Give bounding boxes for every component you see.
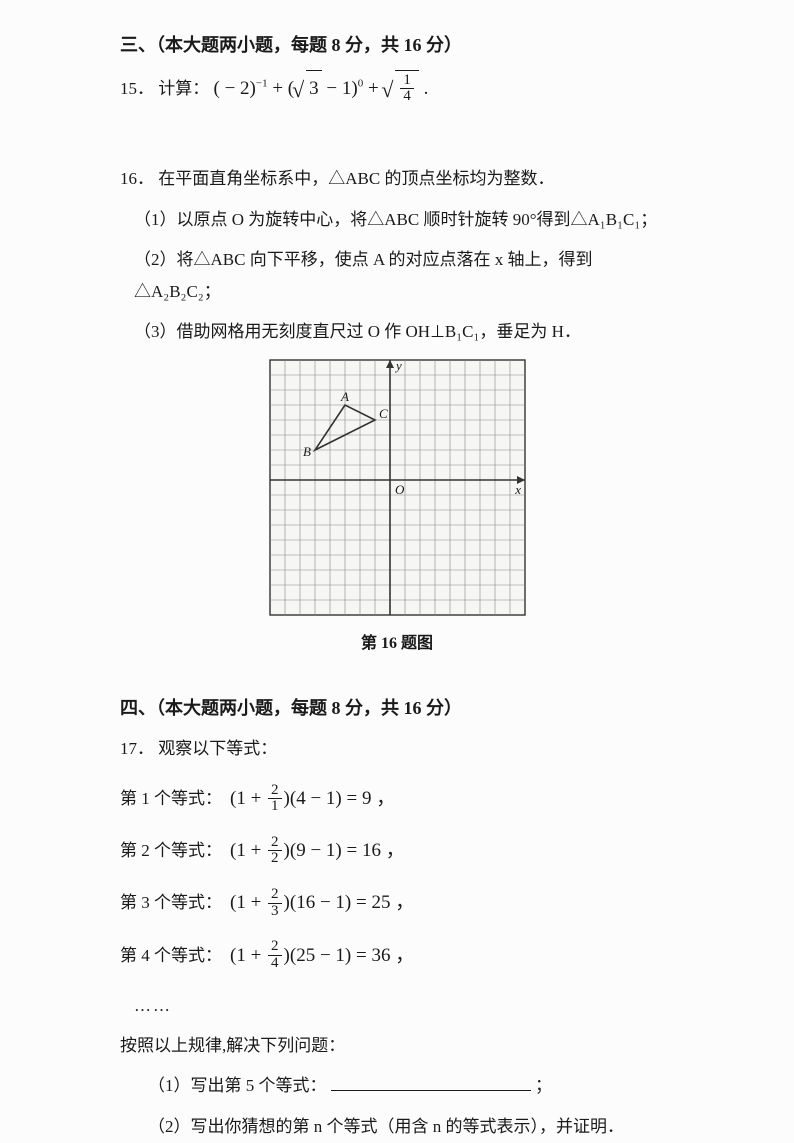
section-4-head: 四、（本大题两小题，每题 8 分，共 16 分） (120, 691, 674, 725)
q17-p1: （1）写出第 5 个等式： ； (148, 1070, 674, 1102)
q15-line: 15． 计算： ( − 2)−1 + (3 − 1)0 + 14 . (120, 70, 674, 107)
q16-stem: 16． 在平面直角坐标系中，△ABC 的顶点坐标均为整数． (120, 163, 674, 195)
blank-field[interactable] (331, 1075, 531, 1091)
q15-prefix: 计算： (158, 79, 209, 98)
q15-formula: ( − 2)−1 + (3 − 1)0 + 14 . (214, 78, 429, 99)
svg-text:x: x (514, 482, 521, 497)
equation-body: (1 + 21)(4 − 1) = 9 ， (230, 788, 395, 809)
svg-text:C: C (379, 406, 388, 421)
equation-label: 第 3 个等式： (120, 887, 230, 919)
q16-p2: （2）将△ABC 向下平移，使点 A 的对应点落在 x 轴上，得到△A₂B₂C₂… (134, 244, 674, 309)
equation-body: (1 + 23)(16 − 1) = 25 ， (230, 892, 414, 913)
q17-number: 17． (120, 739, 154, 758)
sqrt-3-icon: 3 (294, 70, 322, 107)
svg-text:O: O (395, 482, 405, 497)
svg-text:y: y (394, 358, 402, 373)
equation-label: 第 1 个等式： (120, 783, 230, 815)
equation-body: (1 + 22)(9 − 1) = 16 ， (230, 840, 405, 861)
equation-list: 第 1 个等式：(1 + 21)(4 − 1) = 9 ，第 2 个等式：(1 … (120, 781, 674, 973)
q16-grid: y x O A B C (267, 357, 527, 623)
equation-body: (1 + 24)(25 − 1) = 36 ， (230, 945, 414, 966)
svg-text:A: A (340, 389, 349, 404)
equation-label: 第 2 个等式： (120, 835, 230, 867)
q15-number: 15． (120, 79, 154, 98)
svg-text:B: B (303, 444, 311, 459)
equation-row: 第 2 个等式：(1 + 22)(9 − 1) = 16 ， (120, 833, 674, 869)
section-3-head: 三、（本大题两小题，每题 8 分，共 16 分） (120, 28, 674, 62)
equation-label: 第 4 个等式： (120, 940, 230, 972)
equation-row: 第 4 个等式：(1 + 24)(25 − 1) = 36 ， (120, 938, 674, 974)
q16-caption: 第 16 题图 (120, 629, 674, 653)
sqrt-frac-icon: 14 (383, 70, 419, 107)
q17-p2: （2）写出你猜想的第 n 个等式（用含 n 的等式表示），并证明． (148, 1111, 674, 1143)
q16-number: 16． (120, 169, 154, 188)
q16-p3: （3）借助网格用无刻度直尺过 O 作 OH⊥B₁C₁，垂足为 H． (134, 316, 674, 348)
q17-dots: …… (134, 990, 674, 1022)
equation-row: 第 3 个等式：(1 + 23)(16 − 1) = 25 ， (120, 885, 674, 921)
equation-row: 第 1 个等式：(1 + 21)(4 − 1) = 9 ， (120, 781, 674, 817)
q16-p1: （1）以原点 O 为旋转中心，将△ABC 顺时针旋转 90°得到△A₁B₁C₁； (134, 204, 674, 236)
q17-follow: 按照以上规律,解决下列问题： (120, 1030, 674, 1062)
q17-stem: 17． 观察以下等式： (120, 733, 674, 765)
